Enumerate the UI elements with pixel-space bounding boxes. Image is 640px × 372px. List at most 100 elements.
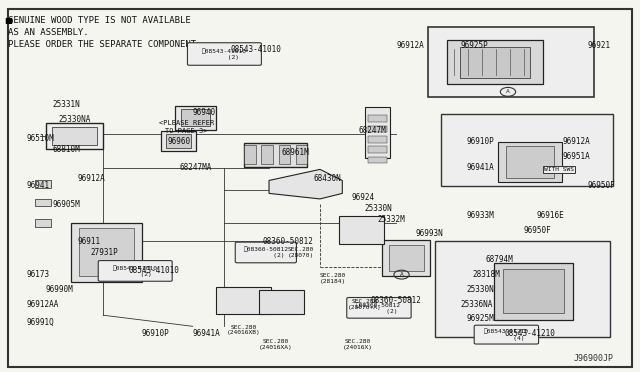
Text: 96912A: 96912A xyxy=(562,137,590,146)
Text: 96910P: 96910P xyxy=(141,329,170,338)
Text: 96905M: 96905M xyxy=(52,200,80,209)
Bar xyxy=(506,146,554,178)
Text: A: A xyxy=(400,272,403,277)
Bar xyxy=(368,147,387,153)
Text: ■: ■ xyxy=(4,16,12,25)
Bar xyxy=(499,142,562,182)
Bar xyxy=(79,228,134,276)
Bar xyxy=(244,142,307,167)
Text: J96900JP: J96900JP xyxy=(573,354,613,363)
Text: 96993N: 96993N xyxy=(415,230,444,238)
Text: 96941: 96941 xyxy=(27,182,50,190)
FancyBboxPatch shape xyxy=(474,325,539,344)
Text: 68794M: 68794M xyxy=(486,255,513,264)
Text: ⑤08543-41010
      (2): ⑤08543-41010 (2) xyxy=(113,265,157,277)
Text: 96990M: 96990M xyxy=(46,285,74,294)
Bar xyxy=(368,157,387,163)
Bar xyxy=(339,217,384,244)
Bar xyxy=(161,131,196,151)
Text: ⑤08360-50812
       (2): ⑤08360-50812 (2) xyxy=(356,302,401,314)
Text: 96916E: 96916E xyxy=(537,211,564,220)
Text: 96991Q: 96991Q xyxy=(27,318,54,327)
Text: 96950F: 96950F xyxy=(524,226,552,235)
Bar xyxy=(35,199,51,206)
Text: ⑤08543-41010
     (2): ⑤08543-41010 (2) xyxy=(202,48,247,60)
FancyBboxPatch shape xyxy=(236,242,296,263)
Text: A: A xyxy=(506,89,510,94)
Text: 96933M: 96933M xyxy=(467,211,494,220)
FancyBboxPatch shape xyxy=(435,241,610,337)
Bar xyxy=(35,180,51,188)
Text: 96925P: 96925P xyxy=(460,41,488,50)
Bar xyxy=(35,219,51,227)
Bar xyxy=(72,223,141,282)
Text: 96911: 96911 xyxy=(78,237,101,246)
Bar xyxy=(216,286,271,314)
Text: 96924: 96924 xyxy=(352,193,375,202)
Text: 68247M: 68247M xyxy=(358,126,386,135)
FancyBboxPatch shape xyxy=(99,260,172,281)
Bar xyxy=(278,145,290,164)
Text: 25330N: 25330N xyxy=(365,203,392,213)
Text: 96951A: 96951A xyxy=(562,152,590,161)
Text: SEC.280
(28070): SEC.280 (28070) xyxy=(288,247,314,258)
Text: 96940: 96940 xyxy=(193,108,216,117)
Bar xyxy=(244,145,255,164)
Text: SEC.280
(28184): SEC.280 (28184) xyxy=(319,273,346,284)
Text: WITH SWS: WITH SWS xyxy=(544,167,574,172)
Text: 96912A: 96912A xyxy=(78,174,106,183)
Bar xyxy=(503,269,564,313)
Text: 08360-50812: 08360-50812 xyxy=(371,296,422,305)
Text: ⑤08543-41210
       (4): ⑤08543-41210 (4) xyxy=(484,329,529,341)
Bar xyxy=(382,240,430,276)
Text: 25330N: 25330N xyxy=(467,285,494,294)
Bar xyxy=(181,109,210,126)
Text: SEC.280
(24016XA): SEC.280 (24016XA) xyxy=(259,339,292,350)
Text: 96950F: 96950F xyxy=(588,182,616,190)
FancyBboxPatch shape xyxy=(428,27,594,97)
Text: 96921: 96921 xyxy=(588,41,611,50)
Text: SEC.280
(28070+A): SEC.280 (28070+A) xyxy=(348,299,381,310)
Polygon shape xyxy=(269,169,342,199)
Text: 96173: 96173 xyxy=(27,270,50,279)
Text: 08543-41210: 08543-41210 xyxy=(505,329,556,338)
Text: 08543-41010: 08543-41010 xyxy=(129,266,180,275)
Bar xyxy=(365,107,390,158)
Text: 68810M: 68810M xyxy=(52,145,80,154)
Text: ⑤08360-50812
       (2): ⑤08360-50812 (2) xyxy=(243,247,289,259)
Text: 27931P: 27931P xyxy=(91,248,118,257)
Text: SEC.280
(24016XB): SEC.280 (24016XB) xyxy=(227,325,260,336)
Text: 08543-41010: 08543-41010 xyxy=(231,45,282,54)
Bar xyxy=(388,245,424,271)
Bar xyxy=(52,127,97,145)
Text: 96941A: 96941A xyxy=(193,329,220,338)
Text: GENUINE WOOD TYPE IS NOT AVAILABLE
AS AN ASSEMBLY.
PLEASE ORDER THE SEPARATE COM: GENUINE WOOD TYPE IS NOT AVAILABLE AS AN… xyxy=(8,16,201,49)
Bar xyxy=(368,136,387,143)
Text: 28318M: 28318M xyxy=(473,270,500,279)
Bar xyxy=(175,106,216,130)
Text: 96912A: 96912A xyxy=(396,41,424,50)
Text: 96910P: 96910P xyxy=(467,137,494,146)
Text: 08360-50812: 08360-50812 xyxy=(262,237,314,246)
FancyBboxPatch shape xyxy=(347,298,411,318)
Text: 68247MA: 68247MA xyxy=(180,163,212,172)
Bar xyxy=(46,123,103,149)
Text: 25332M: 25332M xyxy=(378,215,405,224)
Text: 96925M: 96925M xyxy=(467,314,494,323)
Bar xyxy=(296,145,307,164)
Text: 25336NA: 25336NA xyxy=(460,300,493,309)
Bar xyxy=(166,134,191,148)
Text: 68961M: 68961M xyxy=(282,148,310,157)
Bar xyxy=(368,115,387,122)
FancyBboxPatch shape xyxy=(441,114,613,186)
Text: 96912AA: 96912AA xyxy=(27,300,60,309)
Text: <PLEASE REFER
TO PAGE 3>: <PLEASE REFER TO PAGE 3> xyxy=(159,120,214,134)
Text: 96510M: 96510M xyxy=(27,134,54,142)
Text: 96941A: 96941A xyxy=(467,163,494,172)
Text: 25331N: 25331N xyxy=(52,100,80,109)
FancyBboxPatch shape xyxy=(8,9,632,367)
Text: 25330NA: 25330NA xyxy=(59,115,91,124)
Text: 96960: 96960 xyxy=(167,137,190,146)
Bar xyxy=(368,126,387,132)
Text: SEC.280
(24016X): SEC.280 (24016X) xyxy=(343,339,373,350)
